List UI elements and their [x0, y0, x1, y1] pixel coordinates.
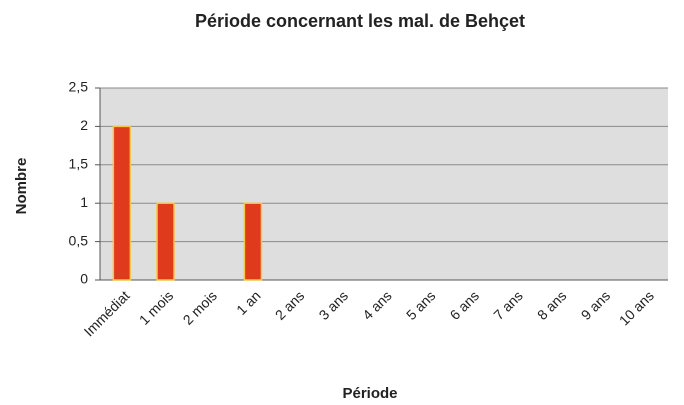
x-tick-label: 7 ans [490, 287, 526, 323]
bar [156, 202, 175, 281]
y-axis-label: Nombre [13, 158, 30, 215]
x-tick-label: 10 ans [616, 287, 657, 328]
x-tick-label: Immédiat [81, 287, 133, 339]
x-tick-label: 6 ans [447, 287, 483, 323]
x-tick-label: 3 ans [316, 287, 352, 323]
x-axis-label: Période [342, 385, 397, 402]
plot-area [100, 88, 668, 280]
y-tick-label: 0,5 [69, 232, 89, 248]
x-tick-label: 1 mois [136, 287, 176, 327]
x-tick-label: 4 ans [359, 287, 395, 323]
x-tick-label: 2 ans [272, 287, 308, 323]
y-tick-label: 1,5 [69, 156, 89, 172]
bar [243, 202, 263, 281]
chart-title: Période concernant les mal. de Behçet [195, 11, 525, 31]
x-tick-label: 2 mois [179, 287, 219, 327]
x-tick-label: 5 ans [403, 287, 439, 323]
x-tick-label: 9 ans [578, 287, 614, 323]
y-tick-label: 2,5 [69, 79, 89, 95]
y-tick-label: 1 [80, 194, 88, 210]
y-tick-label: 2 [80, 117, 88, 133]
bar [112, 125, 132, 281]
x-tick-label: 8 ans [534, 287, 570, 323]
x-tick-label: 1 an [233, 287, 264, 318]
y-tick-label: 0 [80, 271, 88, 287]
